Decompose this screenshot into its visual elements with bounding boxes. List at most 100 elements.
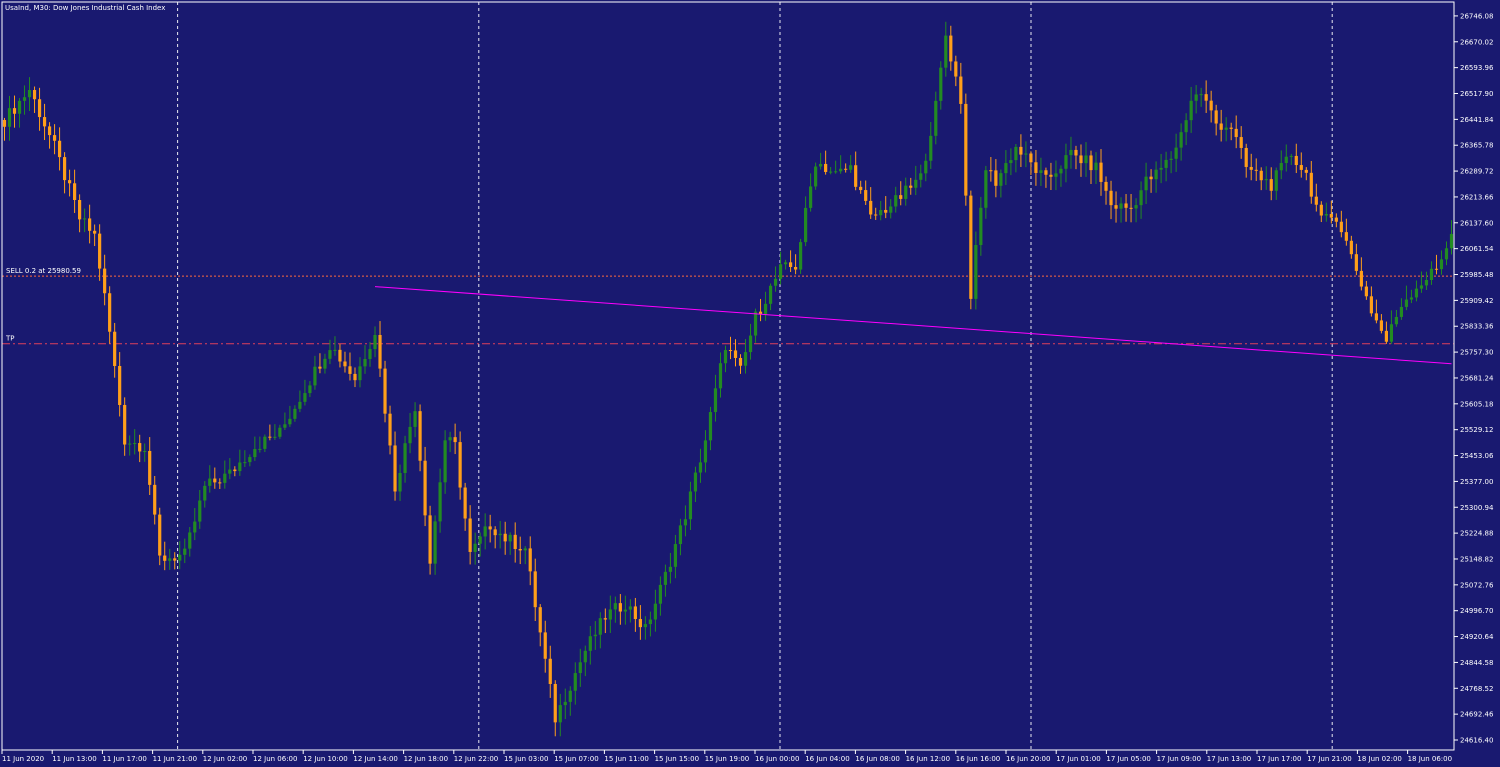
x-tick-label: 15 Jun 15:00 — [655, 755, 699, 763]
x-tick-label: 17 Jun 05:00 — [1106, 755, 1150, 763]
y-tick-label: 24768.52 — [1460, 685, 1493, 693]
bull-candle — [1134, 205, 1138, 209]
bull-candle — [648, 619, 652, 625]
bear-candle — [528, 548, 532, 572]
bull-candle — [323, 358, 327, 369]
y-tick-label: 26670.02 — [1460, 38, 1493, 46]
bull-candle — [303, 393, 307, 402]
bull-candle — [473, 543, 477, 552]
bear-candle — [1254, 169, 1258, 171]
x-tick-label: 18 Jun 06:00 — [1408, 755, 1452, 763]
bull-candle — [568, 690, 572, 702]
x-tick-label: 17 Jun 09:00 — [1157, 755, 1201, 763]
y-tick-label: 24920.64 — [1460, 633, 1494, 641]
bear-candle — [864, 190, 868, 201]
bear-candle — [1029, 153, 1033, 163]
bull-candle — [718, 363, 723, 389]
bear-candle — [353, 373, 357, 381]
bear-candle — [1434, 268, 1439, 270]
level-label: TP — [5, 335, 15, 343]
bull-candle — [894, 195, 898, 207]
bull-candle — [889, 206, 893, 213]
bull-candle — [523, 548, 527, 551]
bull-candle — [924, 160, 928, 174]
bear-candle — [538, 607, 542, 633]
bull-candle — [1009, 160, 1013, 164]
bull-candle — [914, 179, 918, 188]
y-tick-label: 25833.36 — [1460, 323, 1494, 331]
y-tick-label: 24844.58 — [1460, 659, 1493, 667]
bear-candle — [738, 357, 743, 366]
bear-candle — [1294, 155, 1298, 166]
bull-candle — [448, 437, 452, 441]
x-tick-label: 16 Jun 08:00 — [855, 755, 899, 763]
bull-candle — [408, 426, 412, 444]
bear-candle — [173, 558, 177, 561]
bear-candle — [1034, 162, 1038, 173]
bear-candle — [1349, 240, 1353, 255]
bear-candle — [118, 365, 122, 405]
y-tick-label: 24616.40 — [1460, 737, 1493, 745]
bear-candle — [458, 442, 462, 488]
level-label: SELL 0.2 at 25980.59 — [6, 267, 81, 275]
bull-candle — [1449, 233, 1454, 249]
bull-candle — [1179, 132, 1183, 148]
bull-candle — [328, 350, 332, 359]
bull-candle — [1324, 214, 1328, 216]
bull-candle — [1154, 169, 1158, 180]
bull-candle — [1004, 163, 1008, 174]
bull-candle — [743, 352, 748, 366]
bear-candle — [338, 349, 342, 362]
bear-candle — [2, 119, 7, 127]
bull-candle — [819, 163, 823, 167]
bull-candle — [1279, 162, 1283, 171]
bull-candle — [1069, 149, 1073, 156]
bear-candle — [428, 515, 432, 564]
bear-candle — [874, 214, 878, 216]
bull-candle — [1394, 316, 1399, 325]
bear-candle — [113, 331, 117, 366]
bull-candle — [22, 97, 27, 101]
x-tick-label: 12 Jun 22:00 — [454, 755, 498, 763]
price-axis: 26746.08 26670.02 26593.96 26517.90 26441.84… — [1454, 12, 1494, 745]
y-tick-label: 25757.30 — [1460, 349, 1493, 357]
bull-candle — [273, 436, 277, 438]
bull-candle — [934, 100, 938, 136]
bull-candle — [483, 526, 487, 537]
x-tick-label: 12 Jun 10:00 — [303, 755, 347, 763]
bear-candle — [1364, 286, 1368, 297]
bull-candle — [588, 636, 592, 651]
bull-candle — [413, 411, 417, 427]
bear-candle — [1369, 296, 1373, 314]
bull-candle — [773, 278, 778, 286]
bull-candle — [298, 401, 302, 409]
bear-candle — [423, 460, 427, 516]
bull-candle — [1139, 190, 1143, 206]
bull-candle — [198, 500, 202, 522]
bear-candle — [463, 487, 467, 519]
bull-candle — [809, 186, 813, 208]
bull-candle — [208, 478, 212, 486]
bull-candle — [178, 554, 182, 561]
y-tick-label: 25681.24 — [1460, 374, 1494, 382]
bull-candle — [929, 135, 933, 161]
y-tick-label: 25224.88 — [1460, 530, 1493, 538]
bull-candle — [1194, 94, 1198, 101]
bear-candle — [633, 606, 637, 620]
bull-candle — [678, 525, 683, 545]
bull-candle — [1424, 279, 1429, 286]
bull-candle — [623, 609, 627, 612]
bull-candle — [1094, 162, 1098, 171]
bear-candle — [42, 117, 47, 127]
chart-title: UsaInd, M30: Dow Jones Industrial Cash I… — [5, 4, 165, 12]
bear-candle — [93, 230, 97, 234]
bear-candle — [57, 140, 62, 158]
bear-candle — [1344, 232, 1348, 241]
x-tick-label: 16 Jun 04:00 — [805, 755, 849, 763]
bear-candle — [1269, 179, 1273, 191]
bull-candle — [1024, 153, 1028, 155]
bull-candle — [563, 701, 567, 706]
bear-candle — [378, 334, 382, 369]
x-tick-label: 17 Jun 21:00 — [1307, 755, 1351, 763]
